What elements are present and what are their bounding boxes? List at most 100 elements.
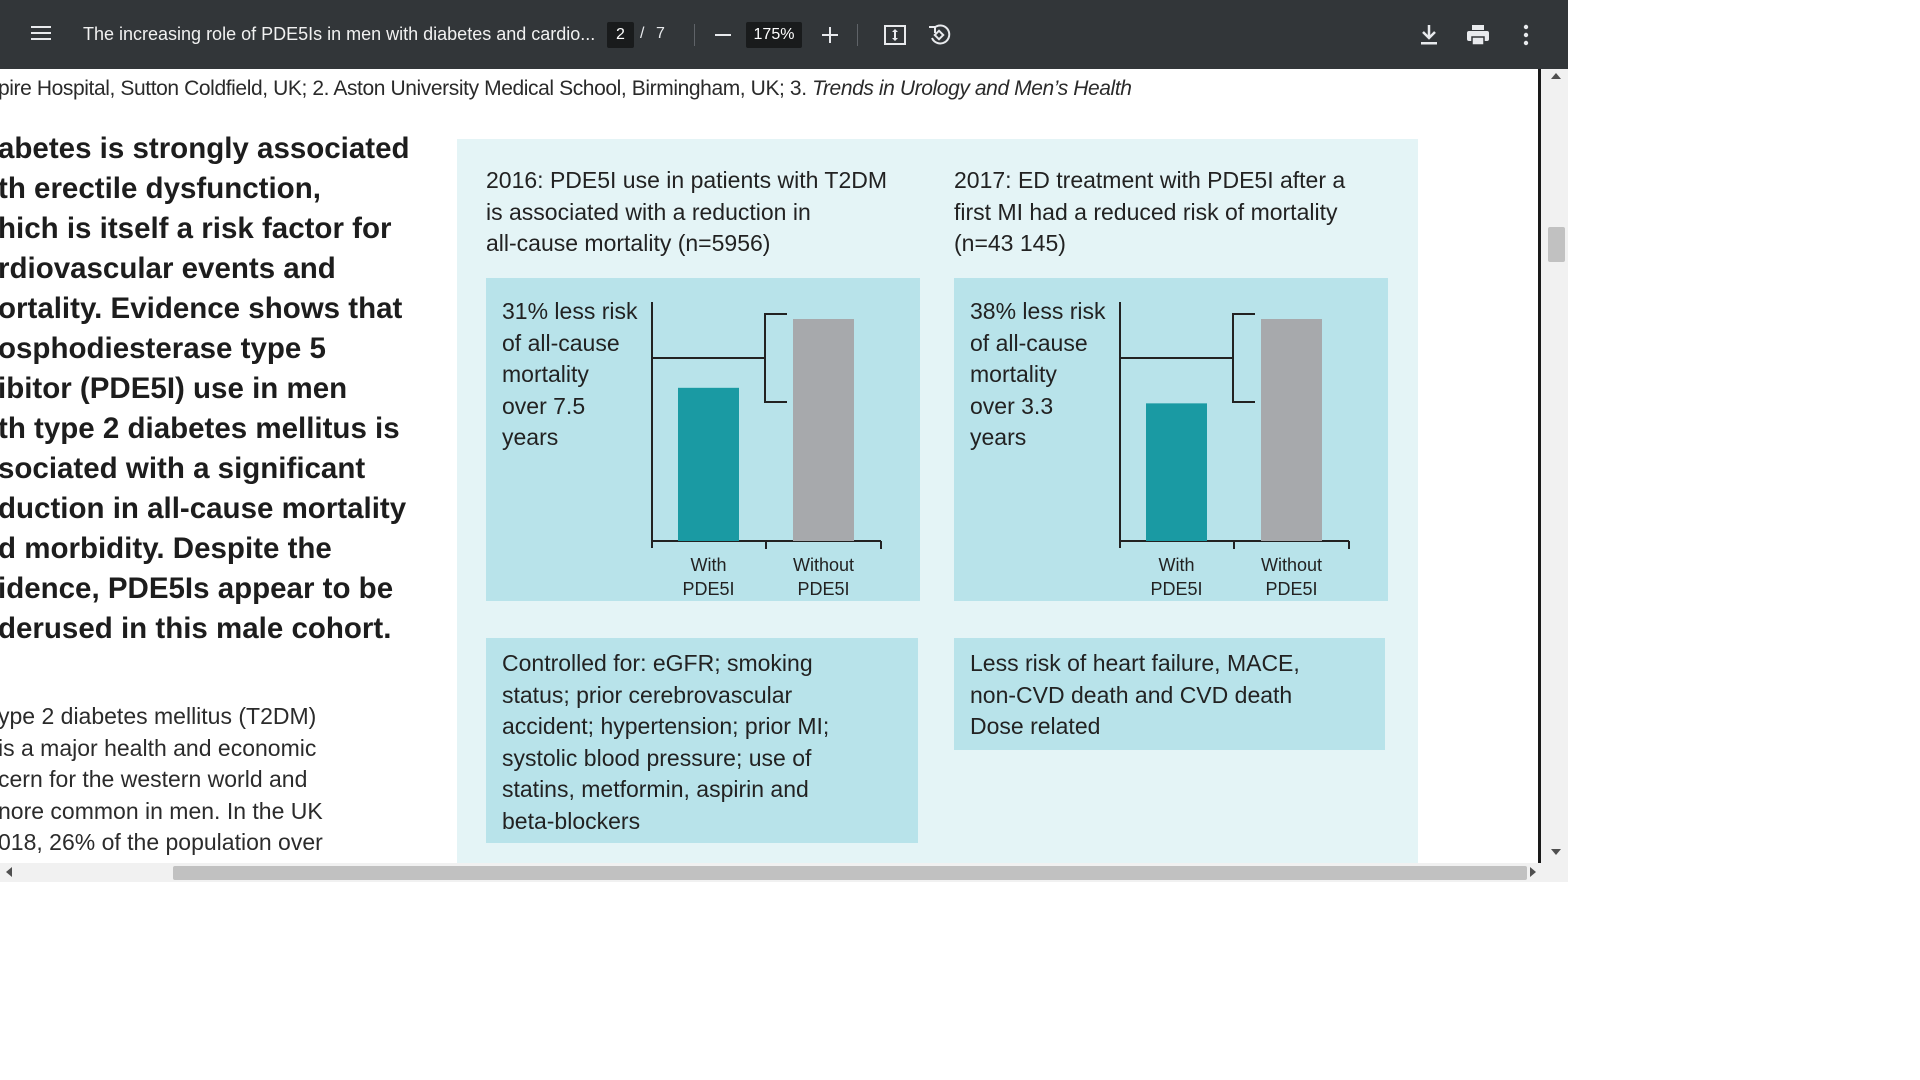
key-message-line: sociated with a significant [0, 452, 366, 485]
key-message-line: ibitor (PDE5I) use in men [0, 372, 348, 405]
key-message: abetes is strongly associated th erectil… [0, 129, 428, 649]
zoom-in-icon[interactable] [819, 22, 841, 48]
page-number-input[interactable]: 2 [607, 22, 634, 48]
toolbar-divider [694, 24, 695, 46]
risk-line: over 3.3 [970, 392, 1054, 419]
note-line: non-CVD death and CVD death [970, 681, 1293, 708]
zoom-out-icon[interactable] [712, 22, 734, 48]
comparison-bracket [764, 313, 787, 403]
page-separator: / [640, 25, 645, 42]
note-line: accident; hypertension; prior MI; [502, 713, 830, 739]
right-study-heading: 2017: ED treatment with PDE5I after a fi… [954, 165, 1345, 260]
right-chart-box: 38% less risk of all-cause mortality ove… [954, 278, 1388, 601]
body-line: ype 2 diabetes mellitus (T2DM) [0, 703, 317, 729]
note-line: Dose related [970, 713, 1101, 739]
left-chart-box: 31% less risk of all-cause mortality ove… [486, 278, 920, 601]
pdf-toolbar: The increasing role of PDE5Is in men wit… [0, 0, 1568, 69]
x-tick-label: Without [1261, 555, 1322, 575]
author-affiliation: pire Hospital, Sutton Coldfield, UK; 2. … [0, 77, 1132, 101]
page-edge [1538, 69, 1541, 863]
pdf-page: pire Hospital, Sutton Coldfield, UK; 2. … [0, 69, 1538, 863]
body-line: cern for the western world and [0, 766, 308, 792]
affiliation-text: pire Hospital, Sutton Coldfield, UK; 2. … [0, 77, 813, 100]
risk-line: years [970, 424, 1027, 450]
print-icon[interactable] [1464, 22, 1492, 48]
key-message-line: derused in this male cohort. [0, 612, 392, 645]
risk-line: years [502, 424, 559, 450]
document-title: The increasing role of PDE5Is in men wit… [83, 24, 596, 44]
download-icon[interactable] [1416, 22, 1442, 48]
x-tick-label: PDE5I [797, 579, 849, 599]
right-bar-chart: With PDE5I Without PDE5I [1119, 302, 1350, 599]
body-line: nore common in men. In the UK [0, 797, 323, 824]
x-tick-label: PDE5I [1150, 579, 1202, 599]
key-message-line: hich is itself a risk factor for [0, 212, 392, 245]
note-line: systolic blood pressure; use of [502, 744, 812, 771]
vertical-scroll-thumb[interactable] [1548, 227, 1565, 262]
body-paragraph: ype 2 diabetes mellitus (T2DM) is a majo… [0, 701, 418, 859]
bar-without-pde5i [1261, 319, 1322, 541]
bar-with-pde5i [1146, 403, 1207, 541]
key-message-line: idence, PDE5Is appear to be [0, 572, 394, 605]
bar-without-pde5i [793, 319, 854, 541]
note-line: Controlled for: eGFR; smoking [502, 650, 813, 676]
scroll-up-icon[interactable] [1551, 73, 1561, 79]
toolbar-divider [857, 24, 858, 46]
note-line: Less risk of heart failure, MACE, [970, 650, 1300, 676]
heading-line: 2016: PDE5I use in patients with T2DM [486, 167, 888, 193]
note-line: statins, metformin, aspirin and [502, 776, 809, 802]
page-total: 7 [656, 25, 665, 42]
left-bar-chart: With PDE5I Without PDE5I [651, 302, 882, 599]
scroll-right-icon[interactable] [1530, 867, 1536, 877]
zoom-level-input[interactable]: 175% [746, 22, 802, 48]
left-risk-text: 31% less risk of all-cause mortality ove… [502, 296, 637, 454]
key-message-line: rdiovascular events and [0, 252, 336, 285]
more-options-icon[interactable] [1516, 22, 1536, 48]
fit-page-icon[interactable] [882, 22, 908, 48]
note-line: status; prior cerebrovascular [502, 681, 793, 708]
left-study-heading: 2016: PDE5I use in patients with T2DM is… [486, 165, 887, 260]
key-message-line: d morbidity. Despite the [0, 532, 332, 565]
risk-line: of all-cause [970, 329, 1088, 356]
scroll-down-icon[interactable] [1551, 849, 1561, 855]
risk-line: mortality [970, 361, 1057, 387]
right-risk-text: 38% less risk of all-cause mortality ove… [970, 296, 1105, 454]
key-message-line: th erectile dysfunction, [0, 172, 321, 205]
body-line: is a major health and economic [0, 734, 317, 761]
bar-with-pde5i [678, 387, 739, 541]
risk-line: of all-cause [502, 329, 620, 356]
key-message-line: ortality. Evidence shows that [0, 292, 403, 325]
x-tick-label: PDE5I [1265, 579, 1317, 599]
risk-line: 31% less risk [502, 298, 638, 324]
key-message-line: osphodiesterase type 5 [0, 332, 326, 365]
x-tick-label: PDE5I [682, 579, 734, 599]
body-line: 018, 26% of the population over [0, 829, 323, 855]
horizontal-scroll-thumb[interactable] [173, 866, 1527, 880]
scroll-left-icon[interactable] [6, 867, 12, 877]
comparison-bracket [1232, 313, 1255, 403]
heading-line: 2017: ED treatment with PDE5I after a [954, 167, 1346, 193]
right-note-box: Less risk of heart failure, MACE, non-CV… [954, 638, 1385, 750]
heading-line: all-cause mortality (n=5956) [486, 230, 771, 256]
right-note-text: Less risk of heart failure, MACE, non-CV… [970, 648, 1300, 743]
left-note-box: Controlled for: eGFR; smoking status; pr… [486, 638, 918, 843]
vertical-scrollbar[interactable] [1538, 69, 1568, 863]
figure-panel: 2016: PDE5I use in patients with T2DM is… [457, 139, 1418, 863]
x-tick-label: Without [793, 555, 854, 575]
journal-name: Trends in Urology and Men’s Health [812, 77, 1132, 100]
x-tick-label: With [691, 555, 727, 575]
x-tick-label: With [1159, 555, 1195, 575]
key-message-line: duction in all-cause mortality [0, 492, 407, 525]
risk-line: mortality [502, 361, 589, 387]
heading-line: (n=43 145) [954, 230, 1066, 256]
key-message-line: abetes is strongly associated [0, 132, 410, 165]
heading-line: is associated with a reduction in [486, 198, 811, 225]
risk-line: 38% less risk [970, 298, 1106, 324]
rotate-icon[interactable] [925, 21, 953, 49]
key-message-line: th type 2 diabetes mellitus is [0, 412, 400, 445]
menu-icon[interactable] [26, 22, 56, 48]
heading-line: first MI had a reduced risk of mortality [954, 198, 1338, 225]
left-note-text: Controlled for: eGFR; smoking status; pr… [502, 648, 829, 837]
note-line: beta-blockers [502, 807, 641, 834]
risk-line: over 7.5 [502, 392, 586, 419]
